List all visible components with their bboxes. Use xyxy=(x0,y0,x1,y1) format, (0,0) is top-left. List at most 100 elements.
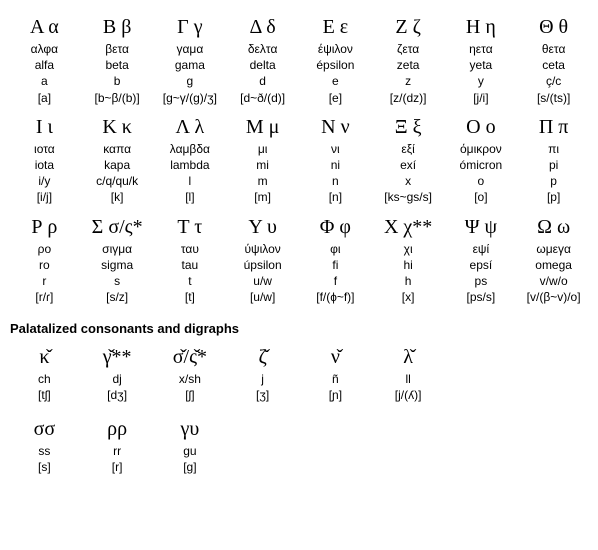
greek-name: ζετα xyxy=(373,41,444,57)
letter-cell: Χ χ**χιhih[x] xyxy=(372,212,445,312)
ipa-value: [s/(ts)] xyxy=(518,90,589,106)
ipa-value: [k] xyxy=(82,189,153,205)
greek-name: εξί xyxy=(373,141,444,157)
ipa-value: [g] xyxy=(155,459,226,475)
greek-name: μι xyxy=(227,141,298,157)
translit-name: épsilon xyxy=(300,57,371,73)
letter-glyph: ρρ xyxy=(107,418,127,440)
ipa-value: [o] xyxy=(446,189,517,205)
letter-cell: Λ λ λαμβδαlambdal[l] xyxy=(154,112,227,212)
latin-equiv: ñ xyxy=(300,371,371,387)
translit-name: ómicron xyxy=(446,157,517,173)
latin-equiv: v/w/o xyxy=(518,273,589,289)
letter-cell: Π ππιpip[p] xyxy=(517,112,590,212)
latin-equiv: j xyxy=(227,371,298,387)
latin-equiv: y xyxy=(446,73,517,89)
letter-cell: Ζ ζζεταzetaz[z/(dz)] xyxy=(372,12,445,112)
latin-equiv: c/q/qu/k xyxy=(82,173,153,189)
letter-cell: Ξ ξεξίexíx[ks~gs/s] xyxy=(372,112,445,212)
greek-name: λαμβδα xyxy=(155,141,226,157)
latin-equiv: b xyxy=(82,73,153,89)
letter-cell: Ψ ψεψίepsíps[ps/s] xyxy=(445,212,518,312)
latin-equiv: n xyxy=(300,173,371,189)
ipa-value: [t] xyxy=(155,289,226,305)
latin-equiv: gu xyxy=(155,443,226,459)
latin-equiv: ps xyxy=(446,273,517,289)
latin-equiv: rr xyxy=(82,443,153,459)
ipa-value: [r] xyxy=(82,459,153,475)
greek-name: εψί xyxy=(446,241,517,257)
latin-equiv: s xyxy=(82,273,153,289)
latin-equiv: dj xyxy=(82,371,153,387)
translit-name: epsí xyxy=(446,257,517,273)
ipa-value: [dʒ] xyxy=(82,387,153,403)
translit-name: yeta xyxy=(446,57,517,73)
letter-cell: Α ααλφαalfaa[a] xyxy=(8,12,81,112)
letter-glyph: Β β xyxy=(103,16,132,38)
letter-cell: Θ θθεταcetaç/c[s/(ts)] xyxy=(517,12,590,112)
letter-glyph: Ο ο xyxy=(466,116,495,138)
greek-name: ηετα xyxy=(446,41,517,57)
ipa-value: [ks~gs/s] xyxy=(373,189,444,205)
translit-name: fi xyxy=(300,257,371,273)
ipa-value: [a] xyxy=(9,90,80,106)
translit-name: tau xyxy=(155,257,226,273)
ipa-value: [z/(dz)] xyxy=(373,90,444,106)
ipa-value: [n] xyxy=(300,189,371,205)
greek-name: καπα xyxy=(82,141,153,157)
letter-glyph: Φ φ xyxy=(320,216,351,238)
translit-name: úpsilon xyxy=(227,257,298,273)
greek-name: ιοτα xyxy=(9,141,80,157)
greek-name: γαμα xyxy=(155,41,226,57)
greek-name: ωμεγα xyxy=(518,241,589,257)
letter-cell: σ̌/ς̌*x/sh[ʃ] xyxy=(154,342,227,409)
letter-cell: σσss[s] xyxy=(8,414,81,481)
letter-glyph: Κ κ xyxy=(102,116,132,138)
ipa-value: [s] xyxy=(9,459,80,475)
letter-glyph: Π π xyxy=(539,116,569,138)
letter-glyph: Ψ ψ xyxy=(465,216,497,238)
letter-cell: ρρ rr[r] xyxy=(81,414,154,481)
translit-name: exí xyxy=(373,157,444,173)
translit-name: ro xyxy=(9,257,80,273)
translit-name: ceta xyxy=(518,57,589,73)
greek-name: αλφα xyxy=(9,41,80,57)
greek-name: ύψιλον xyxy=(227,241,298,257)
translit-name: sigma xyxy=(82,257,153,273)
letter-cell: Β ββεταbetab[b~β/(b)] xyxy=(81,12,154,112)
letter-glyph: ζ̌ xyxy=(258,346,266,368)
letter-glyph: Ω ω xyxy=(537,216,570,238)
letter-cell: Φ φφιfif[f/(ɸ~f)] xyxy=(299,212,372,312)
letter-glyph: κ̌ xyxy=(39,346,49,368)
palatal-table: κ̌ch[tʃ]γ̌**dj[dʒ]σ̌/ς̌*x/sh[ʃ]ζ̌j[ʒ]ν̌ñ… xyxy=(8,342,590,409)
latin-equiv: l xyxy=(155,173,226,189)
ipa-value: [p] xyxy=(518,189,589,205)
ipa-value: [f/(ɸ~f)] xyxy=(300,289,371,305)
greek-name: σιγμα xyxy=(82,241,153,257)
latin-equiv: i/y xyxy=(9,173,80,189)
letter-glyph: λ̌ xyxy=(403,346,413,368)
letter-glyph: σσ xyxy=(34,418,56,440)
letter-glyph: Μ μ xyxy=(246,116,280,138)
letter-glyph: γ̌** xyxy=(103,346,132,368)
letter-glyph: Ζ ζ xyxy=(395,16,421,38)
translit-name: delta xyxy=(227,57,298,73)
letter-cell: Ε εέψιλονépsilone[e] xyxy=(299,12,372,112)
letter-glyph: Λ λ xyxy=(176,116,205,138)
latin-equiv: ll xyxy=(373,371,444,387)
letter-glyph: Δ δ xyxy=(250,16,276,38)
greek-name: νι xyxy=(300,141,371,157)
ipa-value: [l] xyxy=(155,189,226,205)
latin-equiv: f xyxy=(300,273,371,289)
translit-name: ni xyxy=(300,157,371,173)
latin-equiv: r xyxy=(9,273,80,289)
greek-name: ταυ xyxy=(155,241,226,257)
ipa-value: [e] xyxy=(300,90,371,106)
letter-cell: Υ υύψιλονúpsilonu/w[u/w] xyxy=(226,212,299,312)
translit-name: lambda xyxy=(155,157,226,173)
translit-name: zeta xyxy=(373,57,444,73)
ipa-value: [b~β/(b)] xyxy=(82,90,153,106)
ipa-value: [ʃ] xyxy=(155,387,226,403)
letter-cell: Ι ιιοταiotai/y[i/j] xyxy=(8,112,81,212)
greek-name: έψιλον xyxy=(300,41,371,57)
